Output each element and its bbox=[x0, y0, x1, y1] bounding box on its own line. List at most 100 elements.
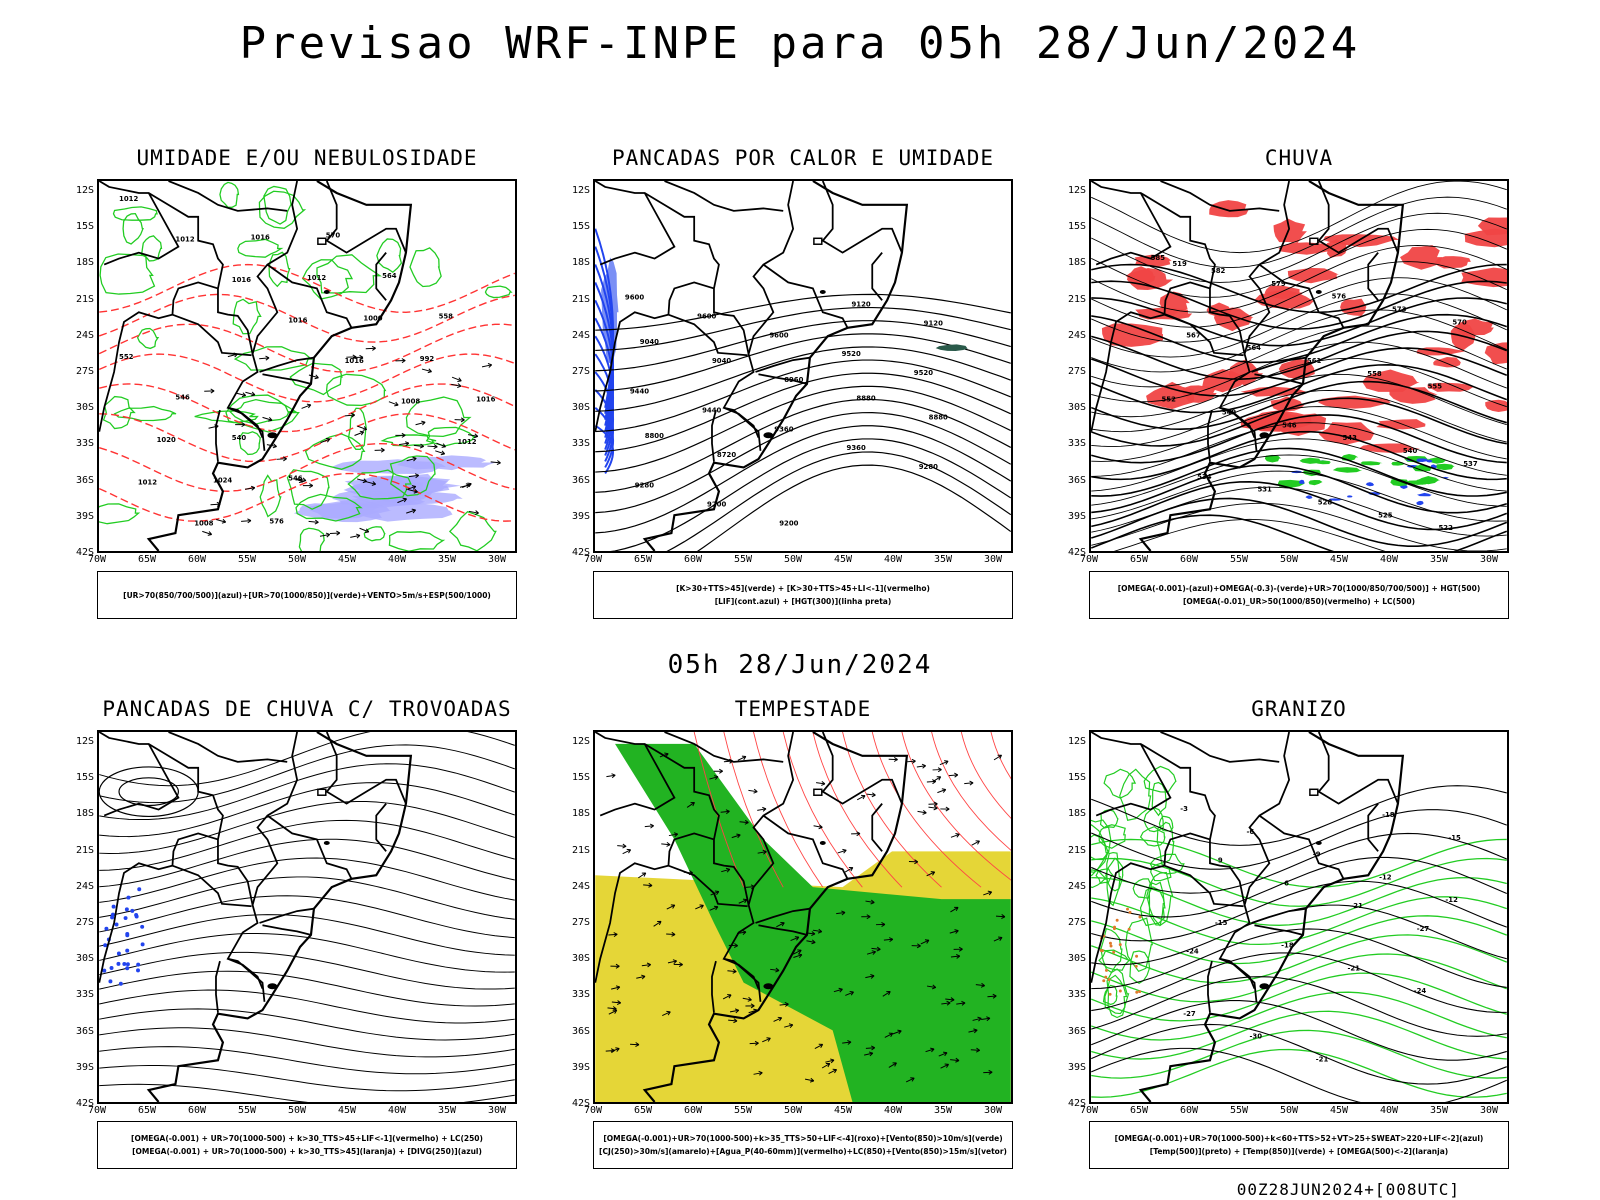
wind-vector bbox=[937, 788, 947, 794]
hgt500-contour bbox=[1091, 464, 1507, 514]
lon-label: 50W bbox=[287, 554, 307, 565]
wind-vector bbox=[728, 1018, 738, 1024]
hgt500-contour bbox=[1091, 330, 1507, 380]
lat-label: 12S bbox=[75, 185, 94, 197]
omega-orange-dot bbox=[1135, 954, 1139, 958]
wind-vector bbox=[608, 1009, 618, 1015]
wind-vector bbox=[395, 432, 406, 438]
lif-contour bbox=[595, 407, 614, 468]
legend-box: [K>30+TTS>45](verde) + [K>30+TTS>45+LI<-… bbox=[593, 571, 1013, 619]
lat-label: 36S bbox=[1067, 474, 1086, 486]
temp500-contour bbox=[1091, 952, 1507, 1013]
lon-label: 40W bbox=[1379, 1105, 1399, 1116]
lon-label: 50W bbox=[1279, 554, 1299, 565]
lat-label: 12S bbox=[75, 736, 94, 748]
hgt300-contour bbox=[697, 464, 1011, 551]
divergence-dot bbox=[104, 926, 109, 931]
wind-vector bbox=[964, 780, 974, 786]
divergence-dot bbox=[130, 908, 135, 913]
wind-vector bbox=[784, 1023, 794, 1029]
divergence-dot bbox=[126, 895, 131, 900]
wind-vector bbox=[945, 997, 955, 1003]
wind-vector bbox=[995, 914, 1006, 919]
hgt-label: 576 bbox=[1332, 293, 1347, 301]
wind-vector bbox=[804, 1077, 815, 1083]
humidity-green-contour bbox=[301, 259, 354, 300]
lat-label: 15S bbox=[75, 772, 94, 784]
wind-vector bbox=[993, 936, 1003, 942]
wind-vector bbox=[606, 773, 616, 779]
temp850-contour bbox=[1099, 809, 1119, 829]
wind-vector bbox=[971, 840, 980, 846]
lat-label: 39S bbox=[75, 1061, 94, 1073]
rain-area bbox=[1461, 267, 1507, 288]
omega-green-area bbox=[1435, 463, 1455, 471]
wind-vector bbox=[468, 510, 479, 515]
pressure-label: 1012 bbox=[175, 235, 194, 243]
lat-label: 36S bbox=[571, 474, 590, 486]
wind-vector bbox=[611, 985, 621, 991]
temp850-contour bbox=[1139, 825, 1166, 847]
wind-vector bbox=[892, 1029, 902, 1035]
omega-green-area bbox=[1341, 454, 1359, 461]
hgt500-contour bbox=[1091, 447, 1507, 497]
wind-vector bbox=[235, 422, 246, 428]
hgt-label: 9600 bbox=[769, 331, 788, 339]
divergence-dot bbox=[108, 979, 113, 984]
lon-label: 60W bbox=[187, 554, 207, 565]
pressure-label: 570 bbox=[326, 231, 341, 239]
hgt300-contour bbox=[610, 438, 1011, 551]
map-borders bbox=[595, 181, 909, 551]
hgt-label: 8880 bbox=[856, 395, 875, 403]
hgt-label: 8720 bbox=[717, 451, 736, 459]
hgt-label: 543 bbox=[1343, 434, 1358, 442]
temp500-contour bbox=[1091, 904, 1507, 966]
humidity-green-contour bbox=[99, 503, 141, 525]
lat-label: 33S bbox=[1067, 989, 1086, 1001]
wind-vector bbox=[762, 1037, 771, 1043]
lc850-streamline bbox=[990, 732, 1011, 780]
wind-vector bbox=[975, 982, 985, 988]
hgt300-contour bbox=[666, 451, 1011, 551]
streamline bbox=[99, 819, 515, 871]
wind-vector bbox=[467, 433, 479, 439]
lat-label: 27S bbox=[571, 366, 590, 378]
divergence-dot bbox=[109, 966, 114, 970]
lat-label: 33S bbox=[571, 438, 590, 450]
rain-area bbox=[1450, 323, 1476, 352]
humidity-green-contour bbox=[122, 212, 144, 245]
lc850-streamline bbox=[931, 732, 1011, 851]
pressure-label: 1008 bbox=[194, 519, 213, 527]
wind-vector bbox=[244, 485, 256, 491]
lat-label: 21S bbox=[571, 844, 590, 856]
hgt-label: 9520 bbox=[842, 350, 861, 358]
lat-label: 36S bbox=[75, 1025, 94, 1037]
wind-vector bbox=[610, 963, 620, 969]
lat-label: 21S bbox=[1067, 844, 1086, 856]
wind-vector bbox=[871, 946, 881, 952]
humidity-green-contour bbox=[376, 238, 403, 274]
streamline bbox=[99, 876, 515, 920]
hgt-label: 9040 bbox=[640, 338, 659, 346]
temp-label: -18 bbox=[1281, 942, 1294, 950]
lon-label: 60W bbox=[683, 1105, 703, 1116]
divergence-dot bbox=[111, 904, 116, 909]
pressure-label: 1012 bbox=[307, 274, 326, 282]
lat-label: 24S bbox=[75, 880, 94, 892]
temp850-contour bbox=[1091, 1010, 1507, 1060]
temp-label: -6 bbox=[1247, 828, 1255, 836]
temp850-contour bbox=[1132, 878, 1153, 899]
temp-label: -12 bbox=[1379, 873, 1392, 881]
divergence-dot bbox=[110, 912, 115, 917]
streamline bbox=[99, 732, 515, 787]
wind-vector bbox=[905, 1077, 915, 1083]
lat-label: 27S bbox=[1067, 366, 1086, 378]
hgt-label: 573 bbox=[1392, 306, 1407, 314]
wind-vector bbox=[301, 403, 312, 409]
wind-vector bbox=[661, 841, 671, 847]
wind-vector bbox=[435, 450, 446, 456]
streamline bbox=[99, 763, 515, 821]
wind-vector bbox=[792, 949, 802, 955]
wind-vector bbox=[816, 781, 826, 786]
wind-vector bbox=[276, 456, 287, 462]
